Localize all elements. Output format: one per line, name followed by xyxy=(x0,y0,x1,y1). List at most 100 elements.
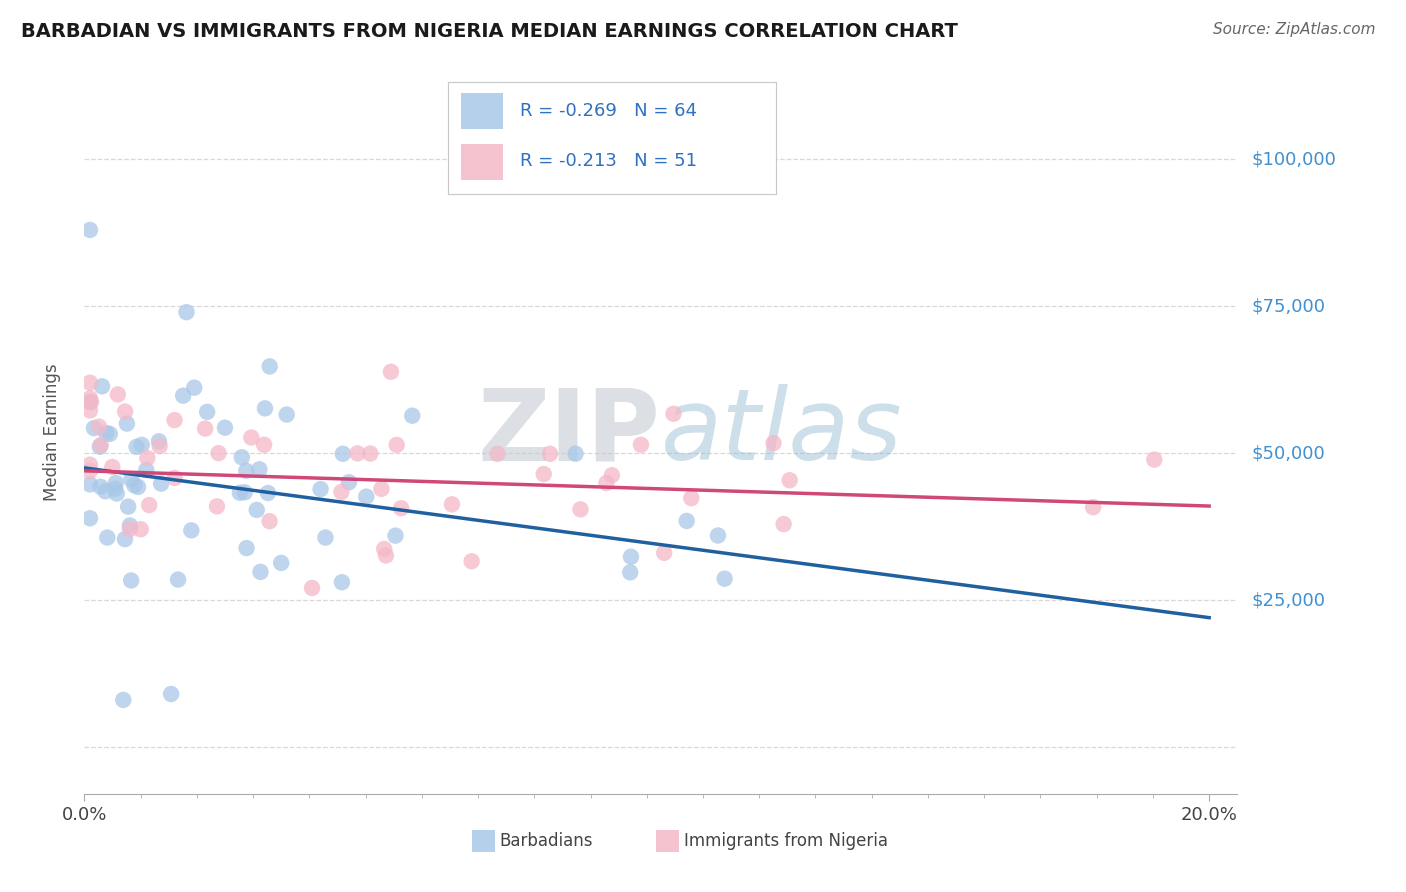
Point xyxy=(270,556,292,570)
Point xyxy=(194,421,217,435)
Point xyxy=(309,482,332,496)
Point xyxy=(96,425,118,440)
Point xyxy=(135,463,157,477)
Point xyxy=(346,446,368,460)
Point xyxy=(630,438,652,452)
Point xyxy=(125,440,148,454)
Point xyxy=(101,460,124,475)
Point xyxy=(120,574,142,588)
Point xyxy=(90,438,112,452)
Point xyxy=(486,447,509,461)
Point xyxy=(180,524,202,538)
Point xyxy=(600,468,623,483)
Point xyxy=(89,440,111,454)
Point xyxy=(460,554,482,568)
Point xyxy=(79,458,101,472)
Point xyxy=(314,531,336,545)
Point xyxy=(114,404,136,418)
Point xyxy=(114,532,136,546)
Text: $75,000: $75,000 xyxy=(1251,297,1326,316)
Point xyxy=(675,514,697,528)
Point xyxy=(136,451,159,466)
Point xyxy=(652,546,675,560)
Text: BARBADIAN VS IMMIGRANTS FROM NIGERIA MEDIAN EARNINGS CORRELATION CHART: BARBADIAN VS IMMIGRANTS FROM NIGERIA MED… xyxy=(21,22,957,41)
Point xyxy=(401,409,423,423)
Point xyxy=(107,387,129,401)
Point xyxy=(231,450,253,465)
Point xyxy=(205,500,228,514)
Point xyxy=(247,462,270,476)
Text: Barbadians: Barbadians xyxy=(499,832,593,850)
Point xyxy=(259,514,281,528)
Point xyxy=(249,565,271,579)
Point xyxy=(104,475,127,490)
Text: Source: ZipAtlas.com: Source: ZipAtlas.com xyxy=(1212,22,1375,37)
Point xyxy=(91,379,114,393)
Point xyxy=(79,511,101,525)
Point xyxy=(94,484,117,499)
Point xyxy=(117,500,139,514)
Point xyxy=(138,498,160,512)
Point xyxy=(104,482,127,496)
Point xyxy=(233,485,256,500)
Point xyxy=(330,485,353,500)
Point xyxy=(120,472,142,486)
Point xyxy=(79,395,101,409)
Point xyxy=(115,417,138,431)
Point xyxy=(163,471,186,485)
Point xyxy=(112,693,135,707)
Point xyxy=(167,573,190,587)
Point xyxy=(229,485,252,500)
Point xyxy=(235,464,257,478)
Point xyxy=(90,480,112,494)
Point xyxy=(105,486,128,500)
Point xyxy=(87,419,110,434)
Text: atlas: atlas xyxy=(661,384,903,481)
Point xyxy=(620,549,643,564)
Point xyxy=(183,381,205,395)
Bar xyxy=(657,830,679,852)
Point xyxy=(337,475,360,490)
Y-axis label: Median Earnings: Median Earnings xyxy=(42,364,60,501)
Point xyxy=(253,401,276,416)
Point xyxy=(301,581,323,595)
Point xyxy=(176,305,198,319)
Point xyxy=(619,566,641,580)
Point xyxy=(80,395,103,409)
Point xyxy=(79,477,101,491)
Point xyxy=(79,376,101,390)
Point xyxy=(533,467,555,481)
Text: Immigrants from Nigeria: Immigrants from Nigeria xyxy=(683,832,887,850)
Point xyxy=(163,413,186,427)
Point xyxy=(131,438,153,452)
Point xyxy=(150,476,173,491)
Point xyxy=(207,446,229,460)
Point xyxy=(373,541,395,556)
Point xyxy=(96,531,118,545)
Point xyxy=(195,405,218,419)
Point xyxy=(259,359,281,374)
Point xyxy=(779,473,801,487)
Point xyxy=(149,439,172,453)
Point xyxy=(79,392,101,406)
Point xyxy=(1143,452,1166,467)
Point xyxy=(83,421,105,435)
Point xyxy=(276,408,298,422)
Point xyxy=(1081,500,1104,515)
Point xyxy=(172,389,194,403)
Point xyxy=(681,491,703,505)
Point xyxy=(214,420,236,434)
Point xyxy=(707,528,730,542)
Point xyxy=(253,438,276,452)
Bar xyxy=(472,830,495,852)
Point xyxy=(240,430,263,444)
Text: $25,000: $25,000 xyxy=(1251,591,1326,609)
Point xyxy=(564,447,586,461)
Text: ZIP: ZIP xyxy=(478,384,661,481)
Point xyxy=(129,522,152,536)
Point xyxy=(375,549,398,563)
Point xyxy=(370,482,392,496)
Point xyxy=(160,687,183,701)
Point xyxy=(538,447,561,461)
Point xyxy=(79,223,101,237)
